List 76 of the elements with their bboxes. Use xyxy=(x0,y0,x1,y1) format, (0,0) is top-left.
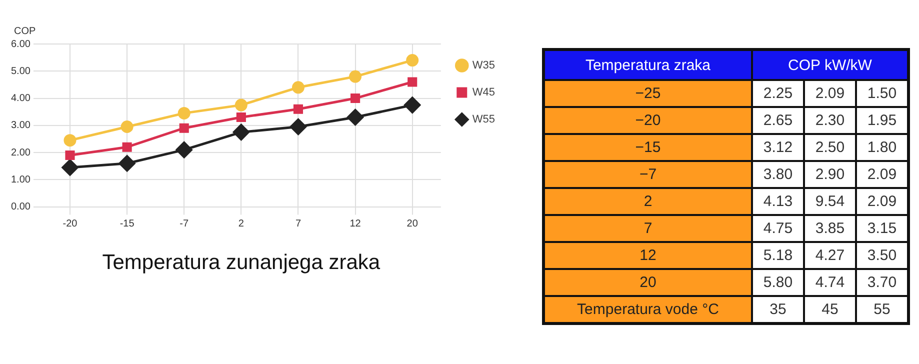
x-tick-label: 45 xyxy=(804,296,856,324)
x-axis-title: Temperatura vode °C xyxy=(544,296,752,324)
y-tick-label: −7 xyxy=(544,161,752,188)
y-tick-label: 4.00 xyxy=(10,93,31,104)
point xyxy=(64,134,76,147)
data-label: 3.12 xyxy=(752,134,804,161)
x-tick-label: -15 xyxy=(120,218,135,230)
point xyxy=(406,54,419,67)
point xyxy=(65,150,75,160)
point xyxy=(349,70,362,83)
data-label: 1.95 xyxy=(856,107,908,134)
data-label: 3.85 xyxy=(804,215,856,242)
point xyxy=(236,112,246,122)
chart-title: COP kW/kW xyxy=(752,50,908,80)
y-tick-label: 5.00 xyxy=(10,66,31,77)
data-label: 2.09 xyxy=(856,161,908,188)
data-label: 2.09 xyxy=(804,80,856,107)
y-tick-label: 3.00 xyxy=(10,120,31,132)
point xyxy=(118,155,136,172)
x-tick-label: 55 xyxy=(856,296,908,324)
point xyxy=(176,142,192,158)
x-axis-title: Temperatura zunanjega zraka xyxy=(102,251,380,274)
y-tick-label: 12 xyxy=(544,242,752,269)
x-tick-label: 12 xyxy=(350,218,362,230)
y-tick-label: −20 xyxy=(544,107,752,134)
y-tick-label: 20 xyxy=(544,269,752,296)
y-tick-label: −25 xyxy=(544,80,752,107)
y-tick-label: 2.00 xyxy=(10,147,31,158)
point xyxy=(62,159,78,176)
y-tick-label: −15 xyxy=(544,134,752,161)
data-label: 2.09 xyxy=(856,188,908,215)
point xyxy=(404,96,421,114)
x-tick-label: 7 xyxy=(295,218,302,230)
data-label: 4.13 xyxy=(752,188,804,215)
data-label: 2.50 xyxy=(804,134,856,161)
data-label: 4.27 xyxy=(804,242,856,269)
data-label: 1.50 xyxy=(856,80,908,107)
x-tick-label: 2 xyxy=(238,218,244,230)
point xyxy=(178,106,190,120)
point xyxy=(408,77,418,87)
data-label: 4.75 xyxy=(752,215,804,242)
data-label: 9.54 xyxy=(804,188,856,215)
data-label: 2.65 xyxy=(752,107,804,134)
data-label: 2.90 xyxy=(804,161,856,188)
point xyxy=(290,118,306,136)
data-label: 1.80 xyxy=(856,134,908,161)
point xyxy=(234,98,248,112)
x-tick-label: -7 xyxy=(180,218,189,230)
point xyxy=(350,93,360,104)
data-label: 4.74 xyxy=(804,269,856,296)
y-tick-label: 6.00 xyxy=(10,38,31,50)
point xyxy=(179,123,189,133)
point xyxy=(293,104,304,114)
point xyxy=(120,120,134,134)
data-label: 3.50 xyxy=(856,242,908,269)
y-axis-title: Temperatura zraka xyxy=(544,50,752,80)
y-tick-label: 1.00 xyxy=(10,174,31,186)
legend-label: W35 xyxy=(472,60,496,72)
data-label: 3.80 xyxy=(752,161,804,188)
data-label: 3.15 xyxy=(856,215,908,242)
data-label: 3.70 xyxy=(856,269,908,296)
x-tick-label: 35 xyxy=(752,296,804,324)
point xyxy=(347,109,364,126)
data-label: 5.80 xyxy=(752,269,804,296)
y-axis-title: COP xyxy=(14,26,36,37)
data-label: 5.18 xyxy=(752,242,804,269)
point xyxy=(122,142,132,152)
x-tick-label: 20 xyxy=(406,218,418,230)
y-tick-label: 0.00 xyxy=(10,202,31,213)
data-label: 2.25 xyxy=(752,80,804,107)
point xyxy=(232,124,250,140)
legend-label: W55 xyxy=(472,114,496,126)
x-tick-label: -20 xyxy=(62,218,78,230)
data-label: 2.30 xyxy=(804,107,856,134)
point xyxy=(292,81,304,94)
legend-label: W45 xyxy=(472,86,496,99)
